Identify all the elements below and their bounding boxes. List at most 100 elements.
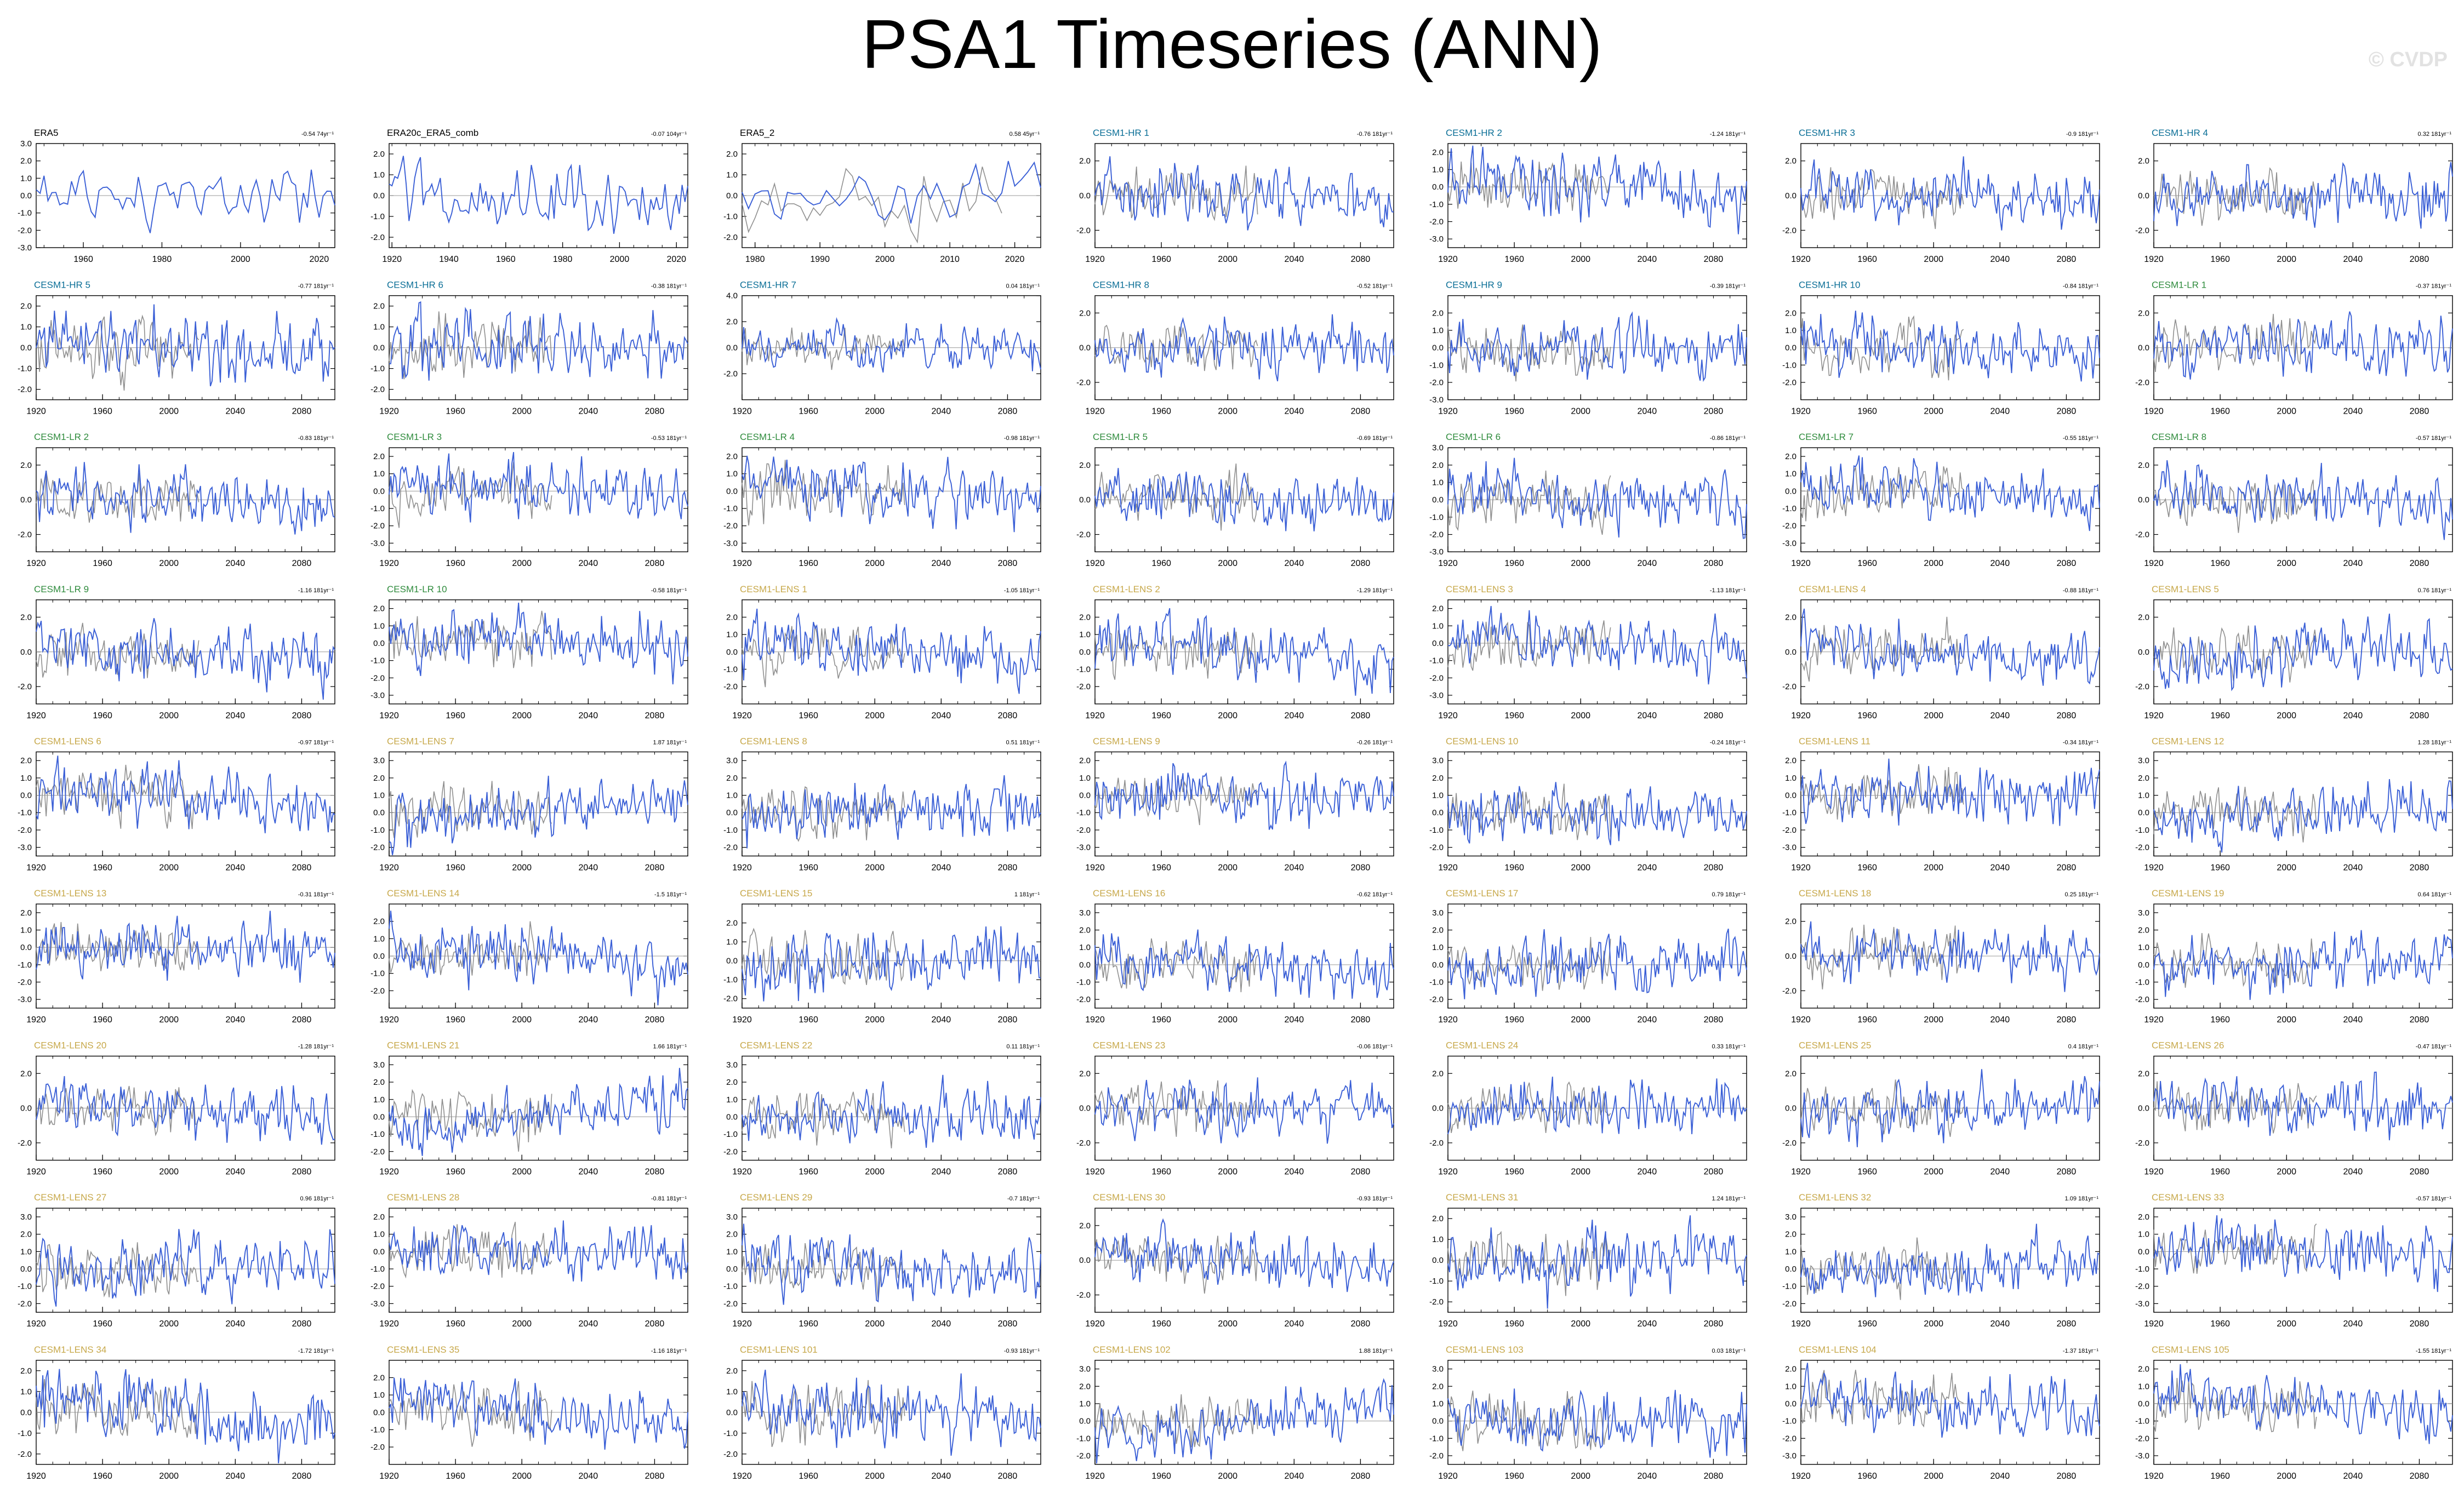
panel-title: CESM1-LENS 35 bbox=[387, 1344, 459, 1355]
y-tick-label: -1.0 bbox=[370, 1265, 385, 1274]
x-tick-label: 1920 bbox=[1791, 863, 1811, 872]
x-tick-label: 1920 bbox=[2144, 407, 2164, 416]
y-tick-label: 2.0 bbox=[20, 908, 32, 918]
y-tick-label: 3.0 bbox=[2138, 756, 2149, 765]
x-tick-label: 1960 bbox=[1151, 1015, 1171, 1025]
y-tick-label: -2.0 bbox=[2135, 1434, 2149, 1443]
x-tick-label: 2040 bbox=[2343, 711, 2363, 720]
x-tick-label: 1920 bbox=[1438, 1472, 1458, 1481]
y-tick-label: 0.0 bbox=[373, 639, 385, 648]
panel-title: ERA20c_ERA5_comb bbox=[387, 128, 478, 138]
y-tick-label: -2.0 bbox=[1782, 986, 1796, 995]
y-tick-label: 2.0 bbox=[373, 774, 385, 783]
x-tick-label: 2000 bbox=[512, 559, 532, 568]
x-tick-label: 2080 bbox=[1351, 711, 1371, 720]
y-tick-label: -1.0 bbox=[1429, 978, 1444, 987]
x-tick-label: 2000 bbox=[1571, 1472, 1590, 1481]
y-tick-label: -2.0 bbox=[1429, 1138, 1444, 1148]
y-tick-label: 1.0 bbox=[2138, 943, 2149, 952]
x-tick-label: 2080 bbox=[292, 1472, 312, 1481]
x-tick-label: 2000 bbox=[512, 1168, 532, 1177]
x-tick-label: 2040 bbox=[1990, 407, 2010, 416]
y-tick-label: -2.0 bbox=[1782, 1138, 1796, 1148]
y-tick-label: 0.0 bbox=[20, 495, 32, 505]
panel-title: CESM1-LENS 30 bbox=[1093, 1192, 1165, 1203]
x-tick-label: 1920 bbox=[26, 407, 46, 416]
x-tick-label: 2040 bbox=[1990, 1015, 2010, 1025]
y-tick-label: 1.0 bbox=[726, 1387, 738, 1397]
y-tick-label: 3.0 bbox=[2138, 908, 2149, 918]
y-tick-label: 1.0 bbox=[2138, 791, 2149, 800]
x-tick-label: 2040 bbox=[226, 407, 246, 416]
x-tick-label: 2040 bbox=[932, 559, 951, 568]
series-line bbox=[1800, 1223, 2100, 1297]
x-tick-label: 2080 bbox=[2410, 1472, 2429, 1481]
y-tick-label: -2.0 bbox=[370, 1282, 385, 1291]
y-tick-label: -2.0 bbox=[2135, 378, 2149, 387]
y-tick-label: -2.0 bbox=[1429, 218, 1444, 227]
panel-8: CESM1-HR 6 -0.38 181yr⁻¹ 2.0 1.0 0.0 -1.0 -2.0… bbox=[370, 280, 688, 416]
x-tick-label: 1920 bbox=[1438, 863, 1458, 872]
y-tick-label: 2.0 bbox=[726, 1078, 738, 1087]
panel-title: CESM1-LR 4 bbox=[740, 432, 795, 442]
series-line bbox=[1800, 1363, 2100, 1438]
y-tick-label: 3.0 bbox=[1079, 908, 1091, 918]
x-tick-label: 2000 bbox=[1218, 1015, 1237, 1025]
panel-54: CESM1-LENS 32 1.09 181yr⁻¹ 3.0 2.0 1.0 0.0 -1.… bbox=[1782, 1192, 2100, 1329]
x-tick-label: 2080 bbox=[998, 559, 1018, 568]
panel-trend: 0.25 181yr⁻¹ bbox=[2065, 891, 2099, 898]
y-tick-label: -2.0 bbox=[723, 994, 738, 1004]
panel-trend: -0.97 181yr⁻¹ bbox=[298, 739, 334, 746]
x-tick-label: 2080 bbox=[292, 1015, 312, 1025]
y-tick-label: -1.0 bbox=[2135, 1417, 2149, 1426]
x-tick-label: 1960 bbox=[798, 711, 818, 720]
panel-trend: 1.66 181yr⁻¹ bbox=[653, 1044, 687, 1050]
y-tick-label: 2.0 bbox=[1432, 148, 1444, 157]
series-line bbox=[742, 161, 1041, 224]
y-tick-label: 3.0 bbox=[1432, 443, 1444, 453]
y-tick-label: -2.0 bbox=[723, 522, 738, 531]
y-tick-label: 1.0 bbox=[1432, 1235, 1444, 1244]
panel-title: CESM1-LENS 12 bbox=[2152, 736, 2224, 746]
series-line bbox=[1800, 608, 2100, 686]
y-tick-label: -2.0 bbox=[2135, 226, 2149, 235]
panel-title: CESM1-LENS 1 bbox=[740, 584, 807, 594]
series-line bbox=[36, 1369, 335, 1463]
x-tick-label: 1920 bbox=[1085, 1319, 1105, 1329]
panel-25: CESM1-LENS 3 -1.13 181yr⁻¹ 2.0 1.0 0.0 -1.0 -2… bbox=[1429, 584, 1747, 720]
y-tick-label: 3.0 bbox=[1432, 1365, 1444, 1374]
panel-trend: -0.69 181yr⁻¹ bbox=[1357, 435, 1393, 442]
x-tick-label: 2080 bbox=[2410, 1168, 2429, 1177]
x-tick-label: 2000 bbox=[1218, 863, 1237, 872]
panel-title: CESM1-LENS 6 bbox=[34, 736, 101, 746]
y-tick-label: 0.0 bbox=[726, 808, 738, 817]
x-tick-label: 1960 bbox=[1857, 1168, 1877, 1177]
plot-frame bbox=[742, 903, 1041, 1009]
series-line bbox=[742, 926, 1041, 1002]
x-tick-label: 1920 bbox=[1791, 1319, 1811, 1329]
series-line bbox=[36, 1075, 335, 1145]
y-tick-label: 2.0 bbox=[20, 1230, 32, 1239]
y-tick-label: 2.0 bbox=[373, 1373, 385, 1382]
x-tick-label: 1960 bbox=[2210, 255, 2230, 264]
y-tick-label: 1.0 bbox=[1785, 1382, 1796, 1391]
x-tick-label: 2000 bbox=[159, 407, 179, 416]
series-line bbox=[2153, 1364, 2453, 1444]
panel-55: CESM1-LENS 33 -0.57 181yr⁻¹ 2.0 1.0 0.0 -1.0 -… bbox=[2135, 1192, 2453, 1329]
x-tick-label: 1920 bbox=[1438, 559, 1458, 568]
reference-series-line bbox=[1800, 924, 1964, 989]
x-tick-label: 2080 bbox=[2410, 711, 2429, 720]
y-tick-label: 3.0 bbox=[373, 1060, 385, 1069]
y-tick-label: -1.0 bbox=[1429, 826, 1444, 835]
x-tick-label: 1920 bbox=[1085, 255, 1105, 264]
panel-trend: -0.38 181yr⁻¹ bbox=[651, 283, 687, 290]
panel-trend: 0.4 181yr⁻¹ bbox=[2068, 1044, 2099, 1050]
x-tick-label: 1960 bbox=[1857, 863, 1877, 872]
x-tick-label: 1960 bbox=[2210, 1472, 2230, 1481]
series-line bbox=[1094, 468, 1394, 531]
x-tick-label: 2040 bbox=[579, 1015, 598, 1025]
x-tick-label: 2000 bbox=[2277, 863, 2296, 872]
x-tick-label: 2020 bbox=[310, 255, 329, 264]
y-tick-label: -1.0 bbox=[1076, 1434, 1091, 1443]
y-tick-label: -2.0 bbox=[18, 978, 32, 987]
